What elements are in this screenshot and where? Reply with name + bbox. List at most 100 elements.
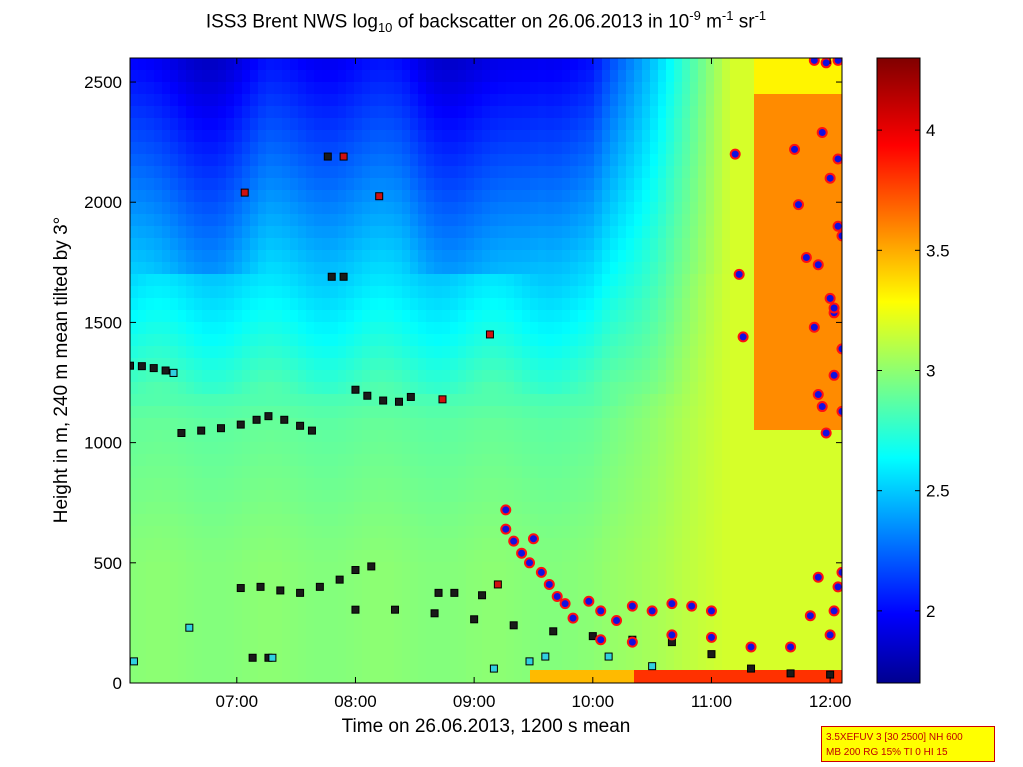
heatmap-cell [834, 442, 842, 455]
heatmap-cell [250, 250, 259, 263]
heatmap-cell [570, 370, 579, 383]
heatmap-cell [258, 82, 267, 95]
heatmap-cell [306, 550, 315, 563]
heatmap-cell [386, 430, 395, 443]
heatmap-cell [754, 310, 763, 323]
heatmap-cell [778, 502, 787, 515]
heatmap-cell [490, 286, 499, 299]
heatmap-cell [314, 418, 323, 431]
heatmap-cell [370, 574, 379, 587]
heatmap-cell [370, 454, 379, 467]
heatmap-cell [722, 298, 731, 311]
heatmap-cell [626, 490, 635, 503]
heatmap-cell [306, 418, 315, 431]
heatmap-cell [706, 454, 715, 467]
heatmap-cell [306, 526, 315, 539]
heatmap-cell [786, 586, 795, 599]
heatmap-cell [146, 130, 155, 143]
heatmap-cell [610, 310, 619, 323]
heatmap-cell [418, 82, 427, 95]
heatmap-cell [434, 382, 443, 395]
heatmap-cell [554, 418, 563, 431]
heatmap-cell [770, 370, 779, 383]
heatmap-cell [362, 190, 371, 203]
heatmap-cell [738, 490, 747, 503]
heatmap-cell [362, 394, 371, 407]
heatmap-cell [170, 106, 179, 119]
heatmap-cell [778, 370, 787, 383]
heatmap-cell [514, 382, 523, 395]
heatmap-cell [810, 598, 819, 611]
x-tick-label: 08:00 [334, 692, 377, 711]
heatmap-cell [522, 562, 531, 575]
heatmap-cell [450, 346, 459, 359]
heatmap-cell [490, 526, 499, 539]
heatmap-cell [394, 226, 403, 239]
heatmap-cell [626, 430, 635, 443]
heatmap-cell [530, 238, 539, 251]
heatmap-cell [538, 550, 547, 563]
heatmap-cell [714, 214, 723, 227]
heatmap-cell [434, 526, 443, 539]
heatmap-cell [666, 358, 675, 371]
heatmap-cell [738, 658, 747, 671]
heatmap-cell [594, 274, 603, 287]
heatmap-cell [498, 682, 507, 683]
heatmap-cell [698, 574, 707, 587]
heatmap-cell [242, 562, 251, 575]
heatmap-cell [538, 682, 547, 683]
heatmap-cell [506, 238, 515, 251]
heatmap-cell [722, 334, 731, 347]
heatmap-cell [802, 358, 811, 371]
heatmap-cell [474, 238, 483, 251]
heatmap-cell [474, 298, 483, 311]
heatmap-cell [594, 70, 603, 83]
heatmap-cell [306, 82, 315, 95]
heatmap-cell [450, 202, 459, 215]
heatmap-cell [146, 106, 155, 119]
heatmap-cell [242, 538, 251, 551]
heatmap-cell [306, 298, 315, 311]
heatmap-cell [234, 490, 243, 503]
heatmap-cell [210, 298, 219, 311]
heatmap-cell [426, 646, 435, 659]
heatmap-cell [450, 382, 459, 395]
heatmap-cell [250, 226, 259, 239]
heatmap-cell [138, 646, 147, 659]
heatmap-cell [722, 598, 731, 611]
heatmap-cell [202, 574, 211, 587]
heatmap-cell [282, 370, 291, 383]
heatmap-cell [634, 214, 643, 227]
heatmap-cell [730, 166, 739, 179]
heatmap-cell [610, 586, 619, 599]
heatmap-cell [594, 382, 603, 395]
layer-marker [315, 582, 324, 591]
heatmap-cell [410, 286, 419, 299]
heatmap-cell [506, 550, 515, 563]
heatmap-cell [130, 250, 139, 263]
heatmap-cell [250, 70, 259, 83]
heatmap-cell [666, 250, 675, 263]
heatmap-cell [506, 82, 515, 95]
heatmap-cell [434, 274, 443, 287]
heatmap-cell [362, 310, 371, 323]
heatmap-cell [730, 154, 739, 167]
heatmap-cell [570, 70, 579, 83]
heatmap-cell [354, 286, 363, 299]
heatmap-cell [394, 478, 403, 491]
heatmap-cell [730, 262, 739, 275]
heatmap-cell [290, 262, 299, 275]
heatmap-cell [786, 610, 795, 623]
heatmap-cell [642, 190, 651, 203]
heatmap-cell [306, 514, 315, 527]
heatmap-cell [210, 310, 219, 323]
heatmap-cell [658, 262, 667, 275]
heatmap-cell [458, 394, 467, 407]
heatmap-cell [210, 538, 219, 551]
heatmap-cell [402, 670, 411, 683]
heatmap-cell [602, 274, 611, 287]
heatmap-cell [434, 634, 443, 647]
heatmap-cell [762, 166, 771, 179]
heatmap-cell [442, 658, 451, 671]
heatmap-cell [394, 118, 403, 131]
